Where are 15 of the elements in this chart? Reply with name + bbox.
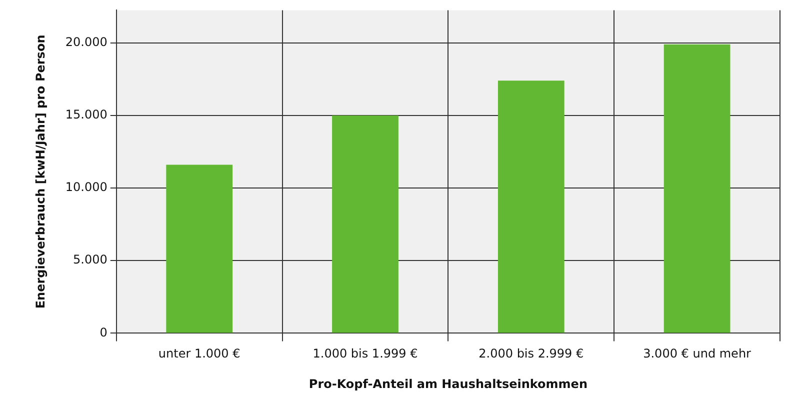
bar [664,44,730,333]
y-tick-label: 20.000 [65,34,108,49]
x-axis-title: Pro-Kopf-Anteil am Haushaltseinkommen [308,376,588,391]
y-tick-label: 5.000 [73,252,108,267]
y-axis-title: Energieverbrauch [kwH/Jahr] pro Person [33,34,48,309]
x-tick-label: 1.000 bis 1.999 € [312,346,418,361]
y-tick-label: 15.000 [65,108,108,122]
bar [166,164,233,333]
bar [498,80,564,333]
x-tick-label: 2.000 bis 2.999 € [478,346,584,361]
y-tick-label: 0 [100,325,108,340]
x-tick-label: 3.000 € und mehr [643,346,752,361]
x-tick-label: unter 1.000 € [158,346,240,361]
y-tick-label: 10.000 [65,180,108,194]
bar [332,115,398,333]
